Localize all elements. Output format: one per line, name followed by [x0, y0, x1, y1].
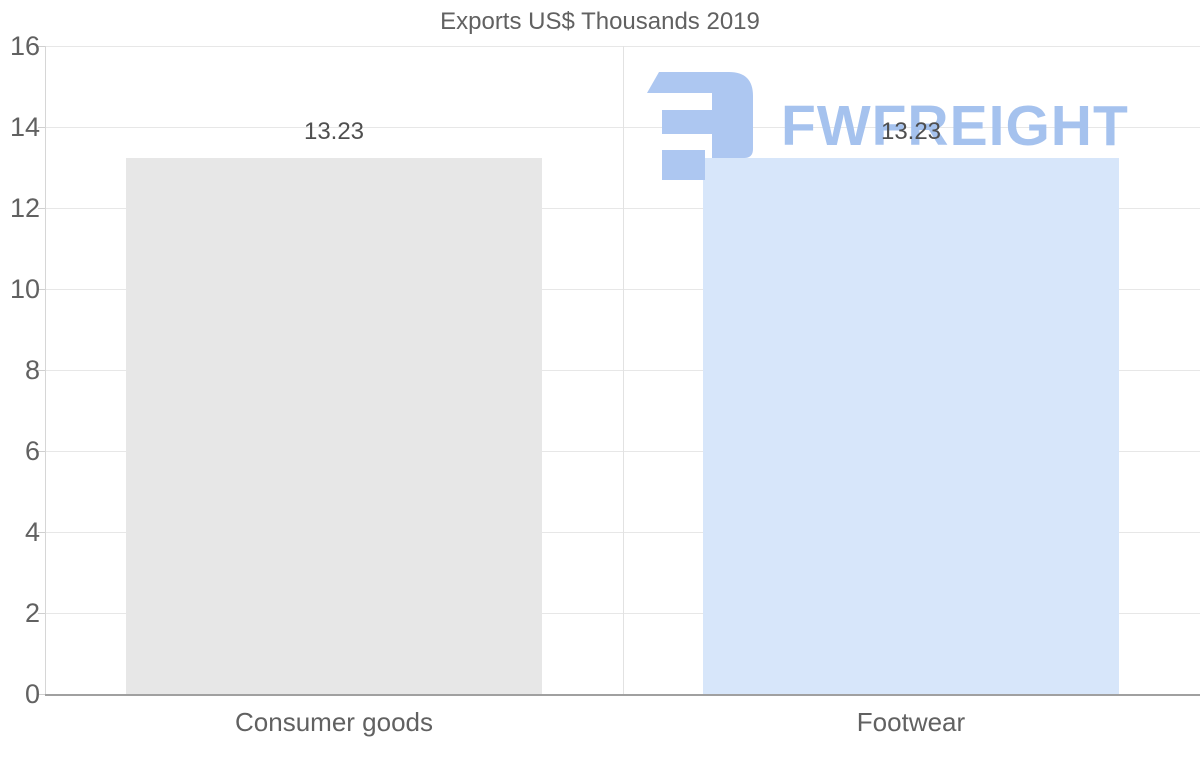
bar-footwear[interactable]: [703, 158, 1119, 694]
y-tick-mark: [38, 532, 45, 533]
chart-title: Exports US$ Thousands 2019: [440, 8, 760, 35]
y-tick-label: 10: [9, 274, 40, 304]
y-tick-label: 16: [9, 31, 40, 61]
bar-consumer-goods[interactable]: [126, 158, 542, 694]
y-tick-mark: [38, 370, 45, 371]
category-label-consumer-goods: Consumer goods: [235, 707, 433, 737]
gridline: [45, 289, 1200, 290]
y-tick-mark: [38, 613, 45, 614]
y-tick-label: 8: [24, 355, 40, 385]
y-tick-label: 6: [24, 436, 40, 466]
y-tick-mark: [38, 46, 45, 47]
gridline: [45, 127, 1200, 128]
bar-value-label: 13.23: [303, 118, 365, 145]
y-tick-label: 0: [24, 679, 40, 709]
gridline: [45, 46, 1200, 47]
y-tick-mark: [38, 451, 45, 452]
y-tick-mark: [38, 694, 45, 695]
gridline: [45, 613, 1200, 614]
y-tick-label: 12: [9, 193, 40, 223]
bar-value-label: 13.23: [880, 118, 942, 145]
y-axis-line: [45, 46, 46, 694]
category-divider: [623, 46, 624, 694]
gridline: [45, 370, 1200, 371]
x-axis-line: [45, 694, 1200, 696]
gridline: [45, 208, 1200, 209]
gridline: [45, 451, 1200, 452]
category-label-footwear: Footwear: [856, 707, 966, 737]
y-tick-mark: [38, 208, 45, 209]
y-tick-label: 4: [24, 517, 40, 547]
y-tick-label: 14: [9, 112, 40, 142]
y-tick-mark: [38, 289, 45, 290]
y-tick-label: 2: [24, 598, 40, 628]
gridline: [45, 532, 1200, 533]
y-tick-mark: [38, 127, 45, 128]
